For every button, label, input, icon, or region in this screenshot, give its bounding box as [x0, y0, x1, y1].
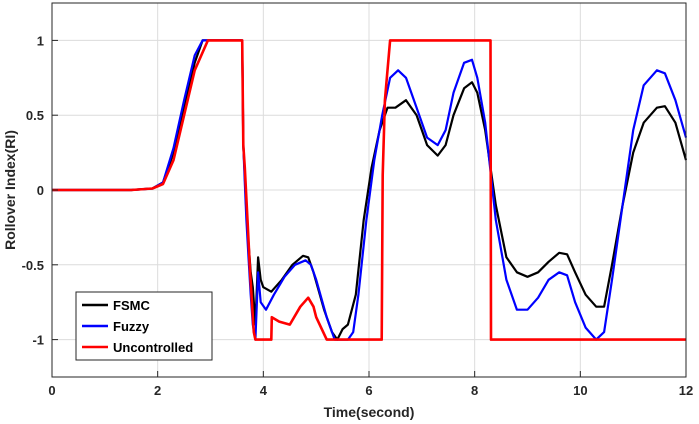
x-tick-label: 4 [260, 383, 268, 398]
legend-label-fuzzy: Fuzzy [113, 319, 150, 334]
x-tick-label: 0 [48, 383, 55, 398]
x-tick-label: 12 [679, 383, 693, 398]
x-tick-label: 2 [154, 383, 161, 398]
y-tick-label: 1 [37, 33, 44, 48]
y-tick-label: -1 [32, 333, 44, 348]
legend: FSMC Fuzzy Uncontrolled [75, 291, 213, 361]
y-axis-title: Rollover Index(RI) [2, 130, 18, 250]
x-axis-title: Time(second) [324, 404, 415, 420]
legend-label-fsmc: FSMC [113, 298, 150, 313]
x-tick-label: 10 [573, 383, 587, 398]
y-tick-label: 0 [37, 183, 44, 198]
x-tick-label: 8 [471, 383, 478, 398]
y-tick-label: -0.5 [22, 258, 44, 273]
ticks: 0 2 4 6 8 10 12 -1 -0.5 0 0.5 1 [22, 33, 694, 398]
legend-box [75, 291, 213, 361]
series-line-uncontrolled [52, 39, 686, 341]
series-lines [52, 39, 688, 341]
legend-label-uncontrolled: Uncontrolled [113, 340, 193, 355]
y-tick-label: 0.5 [26, 108, 44, 123]
x-tick-label: 6 [365, 383, 372, 398]
